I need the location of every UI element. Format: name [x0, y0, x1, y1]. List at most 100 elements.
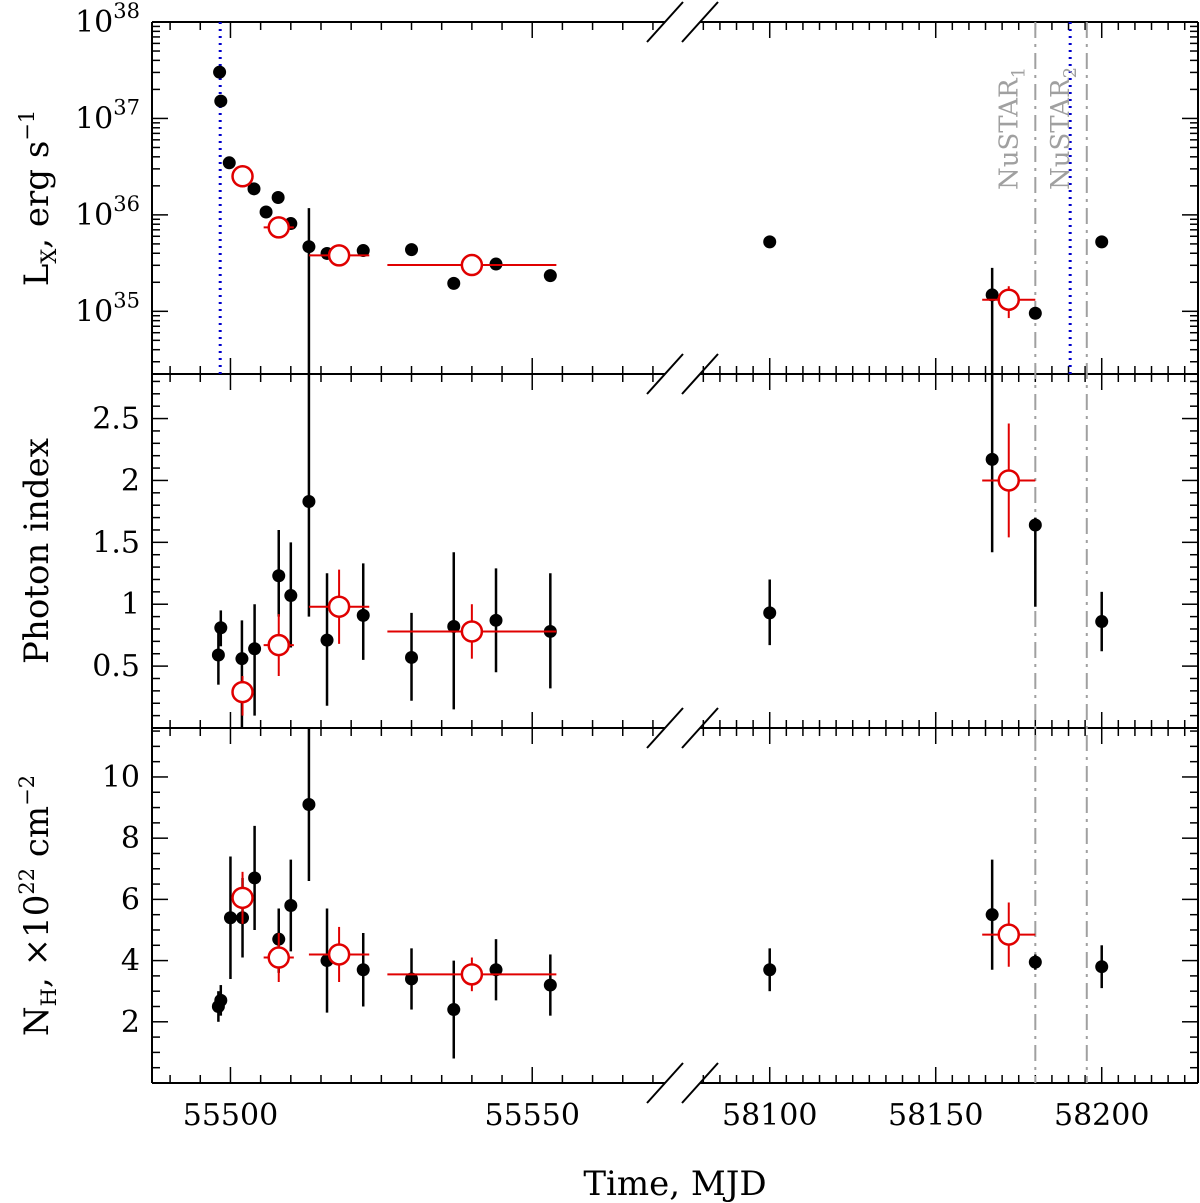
y-tick-label-38: 1038 [75, 0, 140, 40]
axis-break-mark-b-0 [681, 1, 719, 43]
y-tick-label-2: 2 [121, 1005, 140, 1040]
black-point-luminosity-2 [222, 156, 236, 170]
x-ticks: 55500 55550 58100 58150 58200 [169, 22, 1186, 1133]
axis-break-mark-b-1 [681, 353, 719, 395]
black-point-photon-index-4 [272, 569, 286, 583]
red-point-photon-index-2 [327, 595, 351, 618]
x-tick-label-55550: 55550 [485, 1098, 580, 1133]
black-point-column-density-11 [447, 1003, 461, 1017]
black-point-column-density-4 [248, 871, 262, 885]
plot-frame [151, 1, 1199, 1104]
black-point-photon-index-5 [284, 589, 298, 603]
black-point-column-density-2 [223, 911, 237, 925]
axis-break-mark-a-0 [646, 1, 684, 43]
black-point-photon-index-1 [214, 621, 228, 635]
black-point-column-density-10 [405, 972, 419, 986]
y-axis-title-luminosity: LX, erg s−1 [15, 110, 61, 287]
black-point-photon-index-13 [763, 606, 777, 620]
y-ticks-column-density: 2 4 6 8 10 [102, 730, 1198, 1084]
y-tick-label-35: 1035 [75, 288, 140, 329]
black-point-column-density-6 [284, 899, 298, 912]
black-point-photon-index-11 [489, 613, 503, 627]
black-point-luminosity-14 [763, 235, 777, 249]
y-axis-title-photon-index: Photon index [17, 438, 57, 664]
axis-break-mark-a-2 [646, 707, 684, 749]
black-point-luminosity-5 [271, 191, 285, 205]
red-point-photon-index-0 [231, 680, 254, 704]
red-point-luminosity-4 [997, 288, 1021, 311]
panel-photon-index: 0.5 1 1.5 2 2.5 Photon index [17, 374, 1198, 729]
black-point-luminosity-4 [259, 205, 273, 219]
x-tick-label-58100: 58100 [722, 1098, 817, 1133]
black-point-luminosity-7 [302, 240, 316, 254]
black-point-column-density-7 [302, 798, 316, 812]
black-point-column-density-17 [1095, 960, 1109, 974]
y-tick-label-8: 8 [121, 821, 140, 856]
data-photon-index [211, 374, 1109, 728]
y-axis-title-text-column-density: NH, ×1022 cm−2 [15, 775, 61, 1036]
axis-break-mark-b-3 [681, 1062, 719, 1104]
x-tick-label-58150: 58150 [888, 1098, 983, 1133]
black-point-photon-index-7 [320, 633, 334, 647]
y-tick-label-4: 4 [121, 944, 140, 979]
x-tick-label-58200: 58200 [1054, 1098, 1149, 1133]
panel-column-density: 2 4 6 8 10 NH, ×1022 cm−2 [15, 728, 1198, 1084]
black-point-column-density-12 [489, 963, 503, 977]
black-point-luminosity-1 [214, 94, 228, 108]
black-point-photon-index-14 [985, 452, 999, 466]
y-ticks-photon-index: 0.5 1 1.5 2 2.5 [92, 380, 1198, 729]
red-point-luminosity-0 [231, 165, 254, 188]
y-tick-label-2: 2 [121, 463, 140, 498]
black-point-luminosity-11 [447, 276, 461, 290]
black-point-column-density-16 [1028, 955, 1042, 969]
nustar1-label-text: NuSTAR1 [994, 67, 1029, 190]
y-axis-title-text-luminosity: LX, erg s−1 [15, 110, 61, 287]
black-point-photon-index-16 [1095, 615, 1109, 629]
x-axis-title: Time, MJD [583, 1164, 766, 1203]
black-point-luminosity-17 [1095, 235, 1109, 249]
black-point-luminosity-16 [1028, 306, 1042, 320]
black-point-photon-index-10 [447, 620, 461, 634]
black-point-luminosity-10 [405, 243, 419, 257]
black-point-photon-index-0 [211, 648, 225, 662]
red-point-photon-index-3 [460, 620, 484, 643]
red-point-photon-index-4 [997, 469, 1021, 492]
black-point-column-density-1 [214, 993, 228, 1007]
y-tick-label-36: 1036 [75, 192, 140, 233]
nustar2-label: NuSTAR2 [1046, 67, 1081, 190]
y-tick-label-6: 6 [121, 882, 140, 917]
black-point-photon-index-2 [235, 652, 249, 666]
red-point-column-density-2 [327, 943, 351, 966]
y-tick-label-1.5: 1.5 [92, 525, 140, 560]
red-point-column-density-0 [231, 886, 254, 910]
black-point-luminosity-3 [247, 182, 261, 196]
y-tick-label-37: 1037 [75, 95, 140, 136]
black-point-luminosity-0 [213, 65, 227, 79]
red-point-column-density-3 [460, 963, 484, 986]
black-point-column-density-9 [356, 963, 370, 977]
black-point-column-density-13 [543, 978, 557, 992]
black-point-column-density-14 [763, 963, 777, 977]
red-point-luminosity-3 [460, 253, 484, 277]
y-axis-title-column-density: NH, ×1022 cm−2 [15, 775, 61, 1036]
red-point-column-density-4 [997, 923, 1021, 946]
x-tick-label-55500: 55500 [183, 1098, 278, 1133]
reference-lines: NuSTAR1 NuSTAR2 [218, 22, 1088, 1083]
axis-break-mark-a-3 [646, 1062, 684, 1104]
red-point-luminosity-2 [327, 244, 351, 267]
black-point-luminosity-9 [356, 244, 370, 258]
y-axis-title-text-photon-index: Photon index [17, 438, 57, 664]
black-point-column-density-15 [985, 908, 999, 922]
black-point-photon-index-15 [1028, 518, 1042, 532]
red-point-photon-index-1 [267, 633, 290, 657]
black-point-luminosity-15 [985, 288, 999, 302]
data-luminosity [213, 65, 1109, 374]
axis-break-mark-a-1 [646, 353, 684, 395]
red-point-column-density-1 [267, 946, 290, 969]
red-point-luminosity-1 [267, 216, 290, 239]
nustar1-label: NuSTAR1 [994, 67, 1029, 190]
y-tick-label-10: 10 [102, 760, 140, 795]
black-point-luminosity-13 [543, 269, 557, 283]
black-point-photon-index-6 [302, 494, 316, 508]
